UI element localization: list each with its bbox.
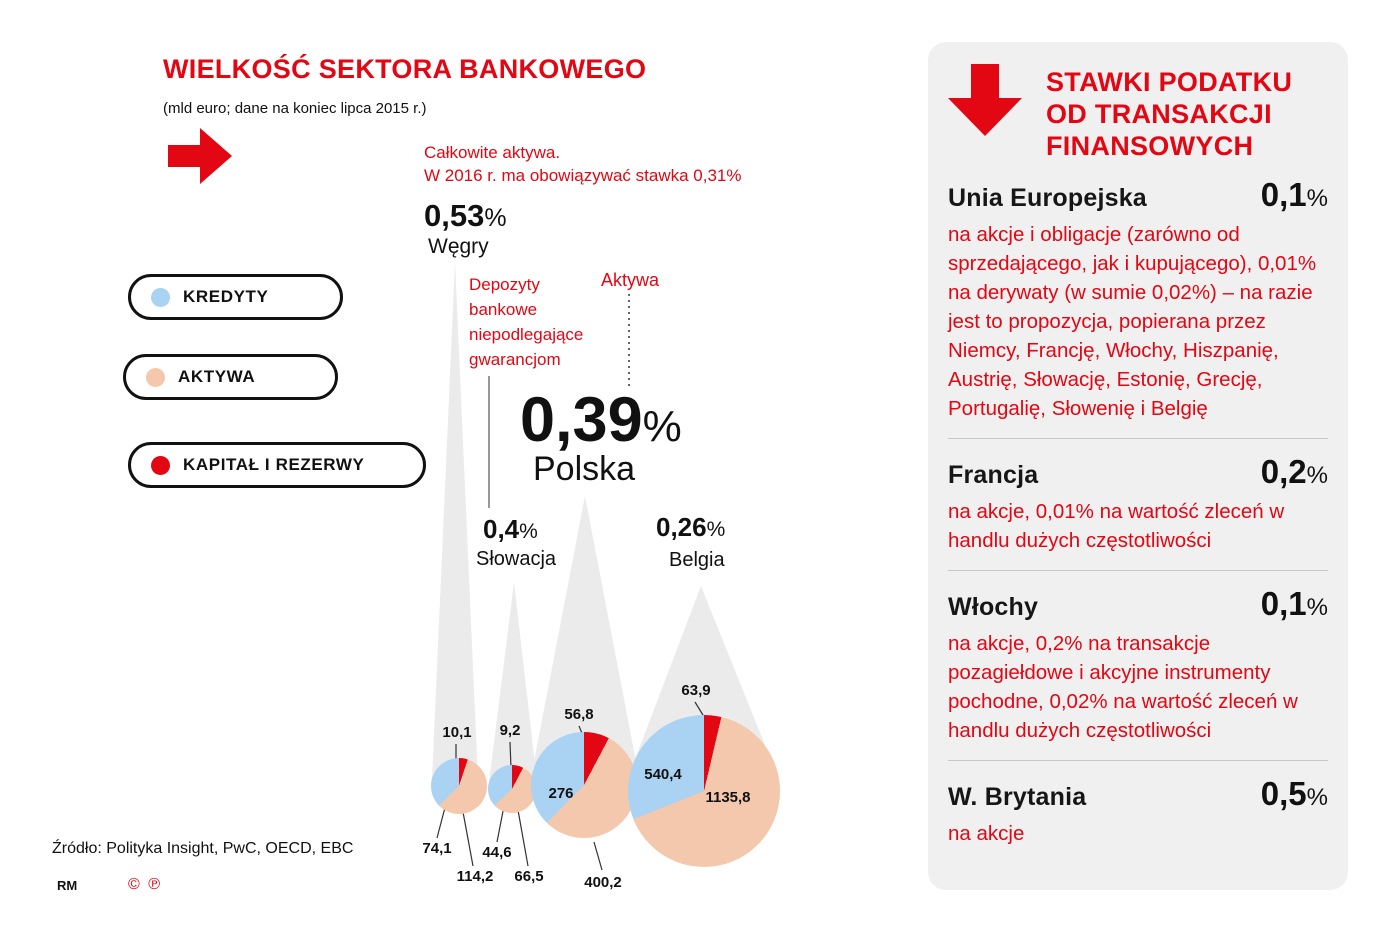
entry-description: na akcje i obligacje (zarówno od sprzeda… [948,223,1317,420]
leader-400-2 [593,841,603,871]
rate-polska: 0,39% [520,384,682,456]
percent-sign: % [706,518,726,541]
entry-name: Włochy [948,593,1039,621]
leader-66-5 [517,809,529,867]
leader-44-6 [496,805,505,843]
annotation-total-assets: Całkowite aktywa. W 2016 r. ma obowiązyw… [424,143,742,185]
legend-label-aktywa: AKTYWA [178,367,256,386]
divider [948,570,1328,571]
value-belgia-kredyty: 540,4 [644,766,682,783]
source-note: Źródło: Polityka Insight, PwC, OECD, EBC [52,840,354,857]
chart-subtitle: (mld euro; dane na koniec lipca 2015 r.) [163,100,427,117]
rate-slowacja: 0,4% [483,514,538,545]
value-wegry-kredyty: 74,1 [422,840,452,857]
tax-entry-francja: Francja 0,2% na akcje, 0,01% na wartość … [948,453,1328,555]
rate-slowacja-value: 0,4 [483,514,520,544]
country-label-slowacja: Słowacja [476,548,557,570]
value-slowacja-kredyty: 44,6 [482,844,512,861]
percent-sign: % [1306,462,1328,489]
divider [948,438,1328,439]
value-wegry-aktywa: 114,2 [456,868,494,885]
entry-name: Francja [948,461,1039,489]
rate-wegry-value: 0,53 [424,198,485,233]
value-polska-kredyty: 276 [548,785,574,802]
country-label-polska: Polska [533,450,636,488]
tax-entry-wlochy: Włochy 0,1% na akcje, 0,2% na transakcje… [948,585,1328,745]
divider [948,760,1328,761]
entry-name: Unia Europejska [948,184,1147,212]
value-polska-aktywa: 400,2 [584,874,622,891]
value-belgia-kapital: 63,9 [681,682,711,699]
value-belgia-aktywa: 1135,8 [705,789,751,806]
entry-description: na akcje, 0,2% na transakcje pozagiełdow… [948,632,1298,742]
entry-rate: 0,5% [1261,775,1328,813]
rate-belgia-value: 0,26 [656,512,707,542]
value-slowacja-aktywa: 66,5 [514,868,544,885]
percent-sign: % [1306,594,1328,621]
leader-114-2 [462,811,474,867]
entry-rate: 0,1% [1261,176,1328,214]
leader-9-2 [509,741,512,769]
rate-value: 0,1 [1260,585,1307,622]
panel-header: STAWKI PODATKU OD TRANSAKCJI FINANSOWYCH [948,64,1328,162]
country-label-wegry: Węgry [428,235,489,258]
cone-wegry [432,262,478,780]
author-credit: RM [57,878,78,893]
value-polska-kapital: 56,8 [564,706,594,723]
page-title: WIELKOŚĆ SEKTORA BANKOWEGO [163,54,647,84]
entry-description: na akcje, 0,01% na wartość zleceń w hand… [948,500,1285,552]
tax-rates-panel: STAWKI PODATKU OD TRANSAKCJI FINANSOWYCH… [928,42,1348,890]
percent-sign: % [1306,784,1328,811]
cone-slowacja [489,582,537,782]
copyright-marks: © ℗ [128,876,163,893]
aktywa-color-dot [146,367,165,387]
entry-rate: 0,2% [1261,453,1328,491]
legend-item-aktywa: AKTYWA [123,354,338,400]
value-wegry-kapital: 10,1 [442,724,472,741]
percent-sign: % [1306,185,1328,212]
legend-item-kapital-i-rezerwy: KAPITAŁ I REZERWY [128,442,426,488]
annotation-assets: Aktywa [601,270,660,290]
rate-value: 0,5 [1260,775,1307,812]
kapital-color-dot [151,455,170,475]
legend-label-kapital: KAPITAŁ I REZERWY [183,455,365,474]
pie-chart-belgia [628,715,780,867]
right-arrow-icon [168,126,232,186]
down-arrow-icon [948,64,1022,136]
percent-sign: % [519,520,538,543]
tax-entry-w-brytania: W. Brytania 0,5% na akcje [948,775,1328,848]
value-slowacja-kapital: 9,2 [499,722,521,739]
kredyty-color-dot [151,287,170,307]
rate-wegry: 0,53% [424,198,507,234]
entry-name: W. Brytania [948,783,1087,811]
rate-value: 0,2 [1260,453,1307,490]
pie-chart-wegry [431,758,487,814]
panel-title: STAWKI PODATKU OD TRANSAKCJI FINANSOWYCH [1046,67,1293,161]
rate-polska-value: 0,39 [520,385,643,455]
rate-value: 0,1 [1260,176,1307,213]
legend-item-kredyty: KREDYTY [128,274,343,320]
country-label-belgia: Belgia [669,549,725,571]
entry-rate: 0,1% [1261,585,1328,623]
entry-description: na akcje [948,822,1025,845]
legend-label-kredyty: KREDYTY [183,287,269,306]
cone-polska [532,496,638,772]
percent-sign: % [642,402,682,451]
pie-chart-polska [531,732,637,838]
pie-chart-slowacja [488,765,536,813]
annotation-deposits: Depozyty bankowe niepodlegające gwarancj… [469,275,584,369]
rate-belgia: 0,26% [656,512,725,543]
tax-entry-unia-europejska: Unia Europejska 0,1% na akcje i obligacj… [948,176,1328,423]
percent-sign: % [484,204,507,232]
